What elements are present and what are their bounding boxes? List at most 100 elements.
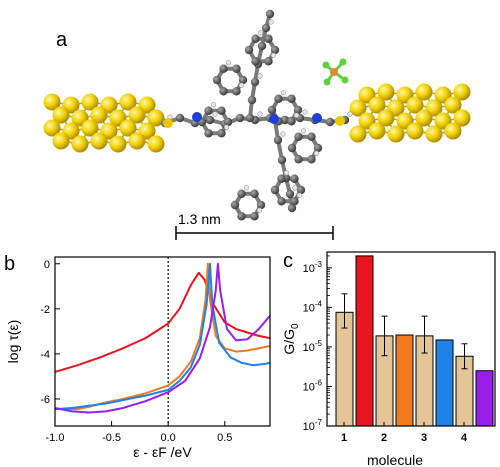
carbon-atom xyxy=(296,185,306,195)
hydrogen-atom xyxy=(212,111,218,117)
carbon-atom xyxy=(273,135,283,145)
x-tick-label: 1 xyxy=(341,432,347,444)
carbon-atom xyxy=(232,87,241,96)
carbon-atom xyxy=(217,106,226,115)
carbon-atom xyxy=(285,189,295,199)
panel-a: a 1.3 nm xyxy=(43,9,471,240)
carbon-atom xyxy=(205,115,215,125)
carbon-atom xyxy=(232,64,241,73)
carbon-atom xyxy=(277,197,286,206)
hydrogen-atom xyxy=(300,128,307,134)
scale-bar: 1.3 nm xyxy=(175,211,334,240)
carbon-atom xyxy=(237,189,246,198)
y-tick-label: 10-4 xyxy=(303,299,323,314)
hydrogen-atom xyxy=(210,102,217,108)
carbon-atom xyxy=(287,143,297,153)
hydrogen-atom xyxy=(280,90,287,96)
x-tick-label: 0.0 xyxy=(161,432,176,444)
gold-atom xyxy=(81,119,99,137)
gold-atom xyxy=(43,93,61,111)
gold-atom xyxy=(415,109,433,127)
gold-atom xyxy=(377,109,395,127)
hydrogen-atom xyxy=(223,124,230,130)
hydrogen-atom xyxy=(256,207,263,213)
hydrogen-atom xyxy=(280,131,286,137)
y-tick-label: -6 xyxy=(40,394,50,406)
hydrogen-atom xyxy=(296,192,303,198)
panel-c: c 10-7 10-6 10-5 10-4 10-3 1 2 3 4 molecule G/G0 xyxy=(281,250,496,467)
carbon-atom xyxy=(287,94,296,103)
carbon-atom xyxy=(217,129,226,138)
gold-atom xyxy=(444,122,462,140)
hydrogen-atom xyxy=(270,52,277,58)
panel-c-label: c xyxy=(283,250,293,272)
carbon-atom xyxy=(212,75,222,85)
y-tick-label: 10-3 xyxy=(303,260,323,275)
hydrogen-atom xyxy=(293,112,300,118)
gold-atom xyxy=(128,106,146,124)
x-tick-label: -1.0 xyxy=(46,432,65,444)
carbon-atom xyxy=(277,155,287,165)
gold-atom xyxy=(71,135,89,153)
scale-bar-label: 1.3 nm xyxy=(178,211,221,227)
gold-atom xyxy=(119,119,137,137)
counter-ion xyxy=(322,58,349,86)
hydrogen-atom xyxy=(313,150,320,156)
y-tick-label: -4 xyxy=(40,349,50,361)
theory-bar xyxy=(355,255,374,427)
gold-atom xyxy=(109,135,127,153)
y-tick-label: 10-5 xyxy=(303,339,323,354)
nitrogen-atom xyxy=(312,113,322,123)
plot-frame xyxy=(54,256,271,427)
carbon-atom xyxy=(274,94,283,103)
gold-atom xyxy=(128,132,146,150)
gold-atom xyxy=(52,106,70,124)
hydrogen-atom xyxy=(225,60,232,66)
gold-atom xyxy=(349,99,367,117)
hydrogen-atom xyxy=(257,73,263,79)
right-gold-electrode xyxy=(349,83,471,143)
gold-atom xyxy=(368,96,386,114)
series-line xyxy=(55,262,270,414)
hydrogen-atom xyxy=(238,82,245,88)
carbon-atom xyxy=(307,132,316,141)
carbon-atom xyxy=(204,106,213,115)
gold-atom xyxy=(453,109,471,127)
theory-bar xyxy=(475,370,494,427)
carbon-atom xyxy=(265,9,275,19)
gold-atom xyxy=(52,132,70,150)
carbon-atom xyxy=(293,105,303,115)
carbon-atom xyxy=(219,87,228,96)
hydrogen-atom xyxy=(283,170,290,176)
carbon-atom xyxy=(251,34,260,43)
nitrogen-atom xyxy=(269,114,279,124)
hydrogen-atom xyxy=(243,185,250,191)
carbon-atom xyxy=(237,212,246,221)
carbon-atom xyxy=(287,203,297,213)
gold-atom xyxy=(425,125,443,143)
carbon-atom xyxy=(267,105,277,115)
y-tick-label: 10-7 xyxy=(303,418,323,433)
carbon-atom xyxy=(244,45,254,55)
transmission-chart: -1.0 -0.5 0.0 0.5 0 -2 -4 -6 ε - εF /eV log τ(ε) xyxy=(5,256,271,460)
experiment-bar xyxy=(335,311,354,427)
carbon-atom xyxy=(251,57,260,66)
gold-atom xyxy=(147,135,165,153)
x-axis-title: ε - εF /eV xyxy=(133,444,192,460)
carbon-atom xyxy=(175,113,185,123)
carbon-atom xyxy=(294,155,303,164)
x-tick-label: -0.5 xyxy=(102,432,121,444)
carbon-atom xyxy=(287,117,296,126)
gold-atom xyxy=(147,109,165,127)
x-tick-label: 3 xyxy=(421,432,427,444)
carbon-atom xyxy=(250,77,260,87)
carbon-atom xyxy=(264,34,273,43)
carbon-atom xyxy=(277,174,286,183)
x-tick-label: 2 xyxy=(381,432,387,444)
carbon-atom xyxy=(270,185,280,195)
carbon-atom xyxy=(257,41,267,51)
y-axis-title: G/G0 xyxy=(281,323,301,355)
gold-atom xyxy=(90,106,108,124)
sulfur-atom xyxy=(335,116,345,126)
